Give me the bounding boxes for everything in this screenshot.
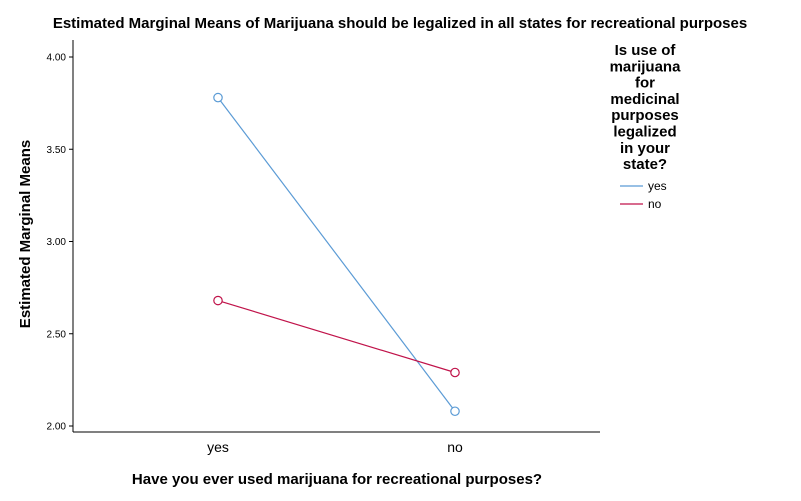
series-line [217, 299, 456, 374]
data-point [450, 406, 460, 417]
legend-item-yes: yes [620, 179, 667, 193]
x-ticks: yes no [207, 439, 463, 455]
y-ticks: 2.00 2.50 3.00 3.50 4.00 [47, 53, 73, 433]
legend-title-line: in your [620, 140, 670, 157]
x-axis-title: Have you ever used marijuana for recreat… [132, 471, 542, 488]
legend-label: yes [648, 179, 667, 193]
legend-label: no [648, 197, 662, 211]
series-no [213, 295, 460, 378]
y-tick-label: 4.00 [47, 53, 67, 64]
series-yes [213, 92, 460, 417]
legend-title-line: state? [623, 156, 667, 173]
legend-title-line: legalized [613, 124, 676, 141]
y-tick-label: 2.50 [47, 329, 67, 340]
chart-title: Estimated Marginal Means of Marijuana sh… [53, 15, 747, 32]
legend-title-line: purposes [611, 107, 679, 124]
legend: Is use ofmarijuanaformedicinalpurposesle… [610, 42, 682, 211]
legend-title-line: for [635, 75, 655, 92]
y-tick-label: 3.50 [47, 145, 67, 156]
data-point [213, 92, 223, 103]
legend-title: Is use ofmarijuanaformedicinalpurposesle… [610, 42, 682, 173]
x-tick-label: no [447, 439, 463, 455]
y-tick-label: 2.00 [47, 422, 67, 433]
plot-axes [72, 40, 600, 433]
x-tick-label: yes [207, 439, 229, 455]
legend-title-line: Is use of [615, 42, 677, 59]
legend-item-no: no [620, 197, 662, 211]
series-line [217, 97, 456, 412]
data-point [213, 295, 223, 306]
legend-items: yes no [620, 179, 667, 211]
legend-title-line: marijuana [610, 58, 682, 75]
legend-title-line: medicinal [610, 91, 679, 108]
series-group [213, 92, 460, 417]
y-tick-label: 3.00 [47, 237, 67, 248]
y-axis-title: Estimated Marginal Means [17, 140, 34, 328]
data-point [450, 367, 460, 378]
